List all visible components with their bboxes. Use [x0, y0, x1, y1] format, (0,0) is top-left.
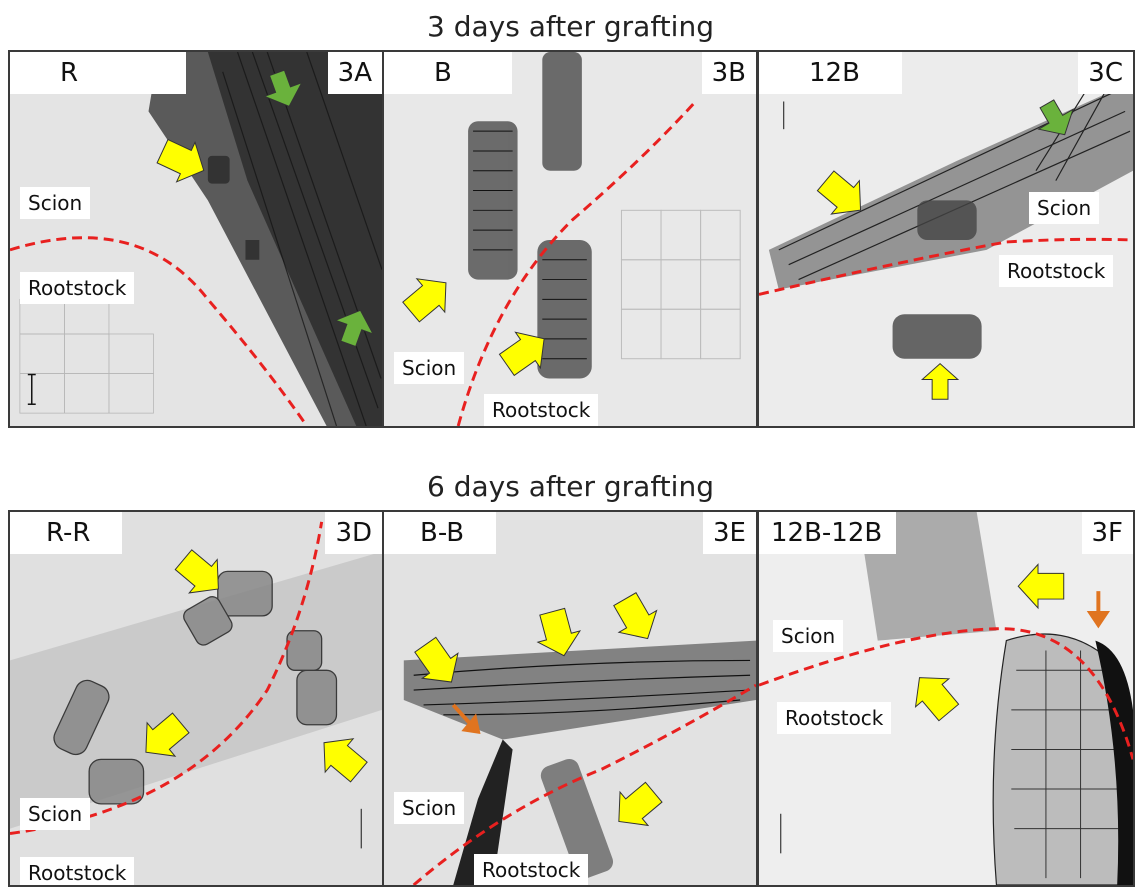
micrograph-3a [10, 52, 382, 426]
rootstock-label: Rootstock [20, 857, 135, 885]
micrograph-3e [384, 512, 756, 885]
micrograph-3c [759, 52, 1133, 426]
variety-label: 12B [759, 52, 902, 94]
variety-label: R [10, 52, 186, 94]
panel-code-label: 3B [701, 52, 756, 94]
scion-label: Scion [394, 352, 465, 384]
scion-label: Scion [773, 620, 844, 652]
row-title-6-days: 6 days after grafting [427, 470, 714, 503]
variety-label: R-R [10, 512, 123, 554]
rootstock-label: Rootstock [999, 255, 1114, 287]
panel-3d: R-R 3D Scion Rootstock [8, 510, 384, 887]
panel-code-label: 3C [1078, 52, 1133, 94]
panel-code-label: 3D [325, 512, 382, 554]
scion-label: Scion [20, 798, 91, 830]
panel-code-label: 3A [327, 52, 382, 94]
variety-label: B [384, 52, 512, 94]
scion-label: Scion [1029, 192, 1100, 224]
panel-3b: B 3B Scion Rootstock [382, 50, 758, 428]
micrograph-3f [759, 512, 1133, 885]
rootstock-label: Rootstock [20, 272, 135, 304]
panel-3a: R 3A Scion Rootstock [8, 50, 384, 428]
rootstock-label: Rootstock [777, 702, 892, 734]
panel-3c: 12B 3C Scion Rootstock [757, 50, 1135, 428]
rootstock-label: Rootstock [484, 394, 599, 426]
panel-3f: 12B-12B 3F Scion Rootstock [757, 510, 1135, 887]
scion-label: Scion [394, 792, 465, 824]
variety-label: 12B-12B [759, 512, 897, 554]
panel-3e: B-B 3E Scion Rootstock [382, 510, 758, 887]
rootstock-label: Rootstock [474, 854, 589, 885]
row-title-3-days: 3 days after grafting [427, 10, 714, 43]
variety-label: B-B [384, 512, 497, 554]
scion-label: Scion [20, 187, 91, 219]
panel-code-label: 3F [1081, 512, 1133, 554]
panel-code-label: 3E [703, 512, 756, 554]
